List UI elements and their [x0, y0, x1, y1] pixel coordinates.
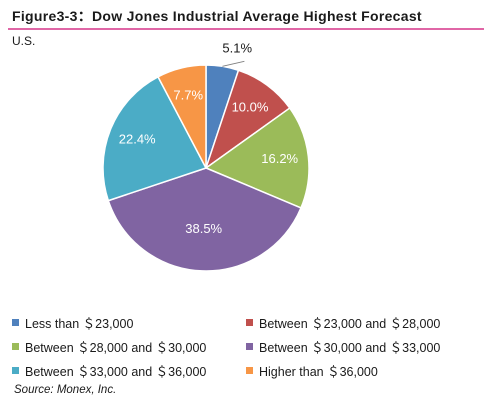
chart-title: Figure3-3：Dow Jones Industrial Average H… [12, 8, 422, 24]
slice-data-label: 7.7% [173, 87, 203, 102]
legend-label: Between ＄30,000 and ＄33,000 [259, 341, 441, 355]
slice-data-label: 10.0% [232, 100, 269, 115]
legend-swatch [246, 343, 253, 350]
pie-chart: 5.1% 10.0% 16.2% 38.5% 22.4% 7.7% [102, 40, 310, 272]
label-leader-line [222, 60, 245, 67]
title-underline [8, 28, 484, 30]
legend-item: Less than ＄23,000 [12, 313, 133, 332]
legend-label: Between ＄33,000 and ＄36,000 [25, 365, 207, 379]
chart-subtitle: U.S. [12, 34, 36, 48]
slice-data-label: 16.2% [261, 151, 298, 166]
legend-item: Between ＄33,000 and ＄36,000 [12, 361, 206, 380]
legend-swatch [246, 367, 253, 374]
legend-swatch [12, 319, 19, 326]
legend-item: Between ＄23,000 and ＄28,000 [246, 313, 440, 332]
pie-slice [102, 75, 208, 202]
legend-swatch [12, 343, 19, 350]
source-note: Source: Monex, Inc. [14, 384, 117, 396]
slice-data-label: 38.5% [185, 221, 222, 236]
pie-slice [157, 64, 207, 169]
pie-slice [107, 167, 302, 272]
slice-data-label: 22.4% [119, 132, 156, 147]
legend-item: Between ＄28,000 and ＄30,000 [12, 337, 206, 356]
legend-label: Higher than ＄36,000 [259, 365, 378, 379]
legend-item: Higher than ＄36,000 [246, 361, 378, 380]
legend-label: Less than ＄23,000 [25, 317, 134, 331]
slice-data-label: 5.1% [222, 40, 252, 55]
legend-swatch [246, 319, 253, 326]
legend-item: Between ＄30,000 and ＄33,000 [246, 337, 440, 356]
pie-slice [204, 107, 310, 209]
legend-label: Between ＄23,000 and ＄28,000 [259, 317, 441, 331]
legend-label: Between ＄28,000 and ＄30,000 [25, 341, 207, 355]
legend-swatch [12, 367, 19, 374]
